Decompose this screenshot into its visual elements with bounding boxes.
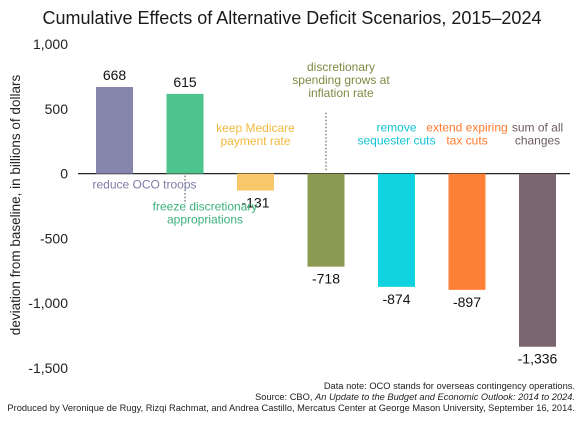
bar [378, 173, 415, 287]
y-tick-label: -500 [40, 230, 68, 246]
y-axis-label: deviation from baseline, in billions of … [8, 75, 23, 336]
y-tick-label: 500 [45, 101, 69, 117]
bar [519, 173, 556, 347]
value-label: -874 [382, 291, 410, 307]
bar [448, 173, 486, 290]
category-label: reduce OCO troops [92, 178, 196, 192]
value-label: 615 [173, 74, 197, 90]
y-tick-label: 1,000 [33, 36, 68, 52]
bar [307, 173, 345, 267]
value-label: 668 [103, 67, 127, 83]
category-label: extend expiring tax cuts [426, 120, 507, 147]
chart-title: Cumulative Effects of Alternative Defici… [43, 8, 542, 28]
bar [166, 93, 204, 174]
value-label: -718 [312, 271, 340, 287]
category-label: discretionary spending grows at inflation … [292, 60, 390, 100]
chart-notes: Data note: OCO stands for overseas conti… [7, 381, 575, 414]
credit-note: Produced by Veronique de Rugy, Rizqi Rac… [7, 403, 575, 413]
value-label: -131 [241, 195, 269, 211]
value-label: -897 [453, 294, 481, 310]
category-label: sum of all changes [512, 120, 563, 147]
source-note: Source: CBO, An Update to the Budget and… [255, 392, 575, 402]
bar [96, 87, 133, 174]
y-tick-label: -1,500 [28, 360, 68, 376]
y-tick-label: -1,000 [28, 295, 68, 311]
data-note: Data note: OCO stands for overseas conti… [323, 381, 575, 391]
category-label: remove sequester cuts [357, 120, 435, 147]
category-label: keep Medicare payment rate [216, 121, 295, 148]
bar [237, 173, 274, 191]
y-tick-label: 0 [60, 166, 68, 182]
value-label: -1,336 [518, 351, 558, 367]
category-label: freeze discretionary appropriations [153, 200, 258, 227]
